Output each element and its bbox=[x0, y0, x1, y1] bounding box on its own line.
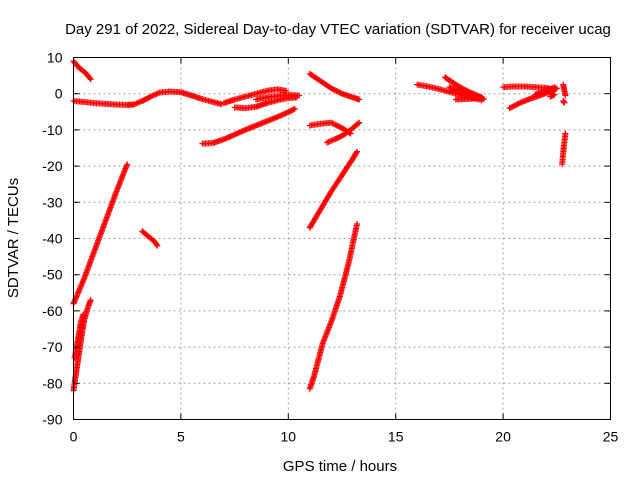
series-arc-6 bbox=[199, 105, 298, 147]
series-arc-10 bbox=[139, 228, 161, 249]
data-point-markers bbox=[231, 94, 300, 112]
series-arc-3 bbox=[220, 86, 290, 107]
series-arc-19 bbox=[452, 95, 485, 103]
y-tick-label: 10 bbox=[47, 50, 63, 66]
y-tick-label: 0 bbox=[55, 86, 63, 102]
series-arc-23 bbox=[547, 91, 558, 100]
x-tick-label: 0 bbox=[70, 429, 78, 445]
y-tick-label: -60 bbox=[42, 303, 62, 319]
series-arc-13 bbox=[323, 119, 363, 146]
series-arc-25 bbox=[560, 97, 568, 106]
data-point-markers bbox=[532, 84, 558, 98]
grid bbox=[73, 57, 611, 420]
x-tick-label: 10 bbox=[281, 429, 297, 445]
data-point-markers bbox=[547, 91, 558, 100]
data-point-markers bbox=[452, 95, 485, 103]
axis-ticks: 0 5 10 15 20 25 10 0 -10 -20 -30 -40 -50 -60 -70 -80 -90 bbox=[42, 50, 618, 445]
data-point-markers bbox=[253, 91, 303, 103]
y-tick-label: -40 bbox=[42, 231, 62, 247]
series-arc-11 bbox=[306, 70, 363, 103]
y-tick-label: -20 bbox=[42, 158, 62, 174]
x-tick-label: 5 bbox=[177, 429, 185, 445]
series-arc-5 bbox=[253, 91, 303, 103]
data-point-markers bbox=[139, 228, 161, 249]
x-axis-label: GPS time / hours bbox=[283, 458, 397, 475]
series-arc-4 bbox=[231, 94, 300, 112]
series-arc-22 bbox=[532, 84, 558, 98]
x-tick-label: 20 bbox=[495, 429, 511, 445]
data-point-markers bbox=[560, 81, 569, 99]
data-point-markers bbox=[199, 105, 298, 147]
y-tick-label: -80 bbox=[42, 375, 62, 391]
series-arc-26 bbox=[559, 130, 569, 168]
y-tick-label: -10 bbox=[42, 122, 62, 138]
data-point-markers bbox=[306, 221, 361, 392]
y-axis-label: SDTVAR / TECUs bbox=[5, 178, 22, 298]
data-point-markers bbox=[306, 148, 361, 231]
x-tick-label: 15 bbox=[388, 429, 404, 445]
y-tick-label: -30 bbox=[42, 194, 62, 210]
y-tick-label: -90 bbox=[42, 412, 62, 428]
series-arc-15 bbox=[306, 221, 361, 392]
chart-title: Day 291 of 2022, Sidereal Day-to-day VTE… bbox=[65, 21, 611, 38]
x-tick-label: 25 bbox=[603, 429, 619, 445]
data-point-markers bbox=[559, 130, 569, 168]
data-series bbox=[70, 58, 569, 394]
data-point-markers bbox=[306, 70, 363, 103]
data-point-markers bbox=[323, 119, 363, 146]
series-arc-14 bbox=[306, 148, 361, 231]
data-point-markers bbox=[560, 97, 568, 106]
y-tick-label: -50 bbox=[42, 267, 62, 283]
series-arc-24 bbox=[560, 81, 569, 99]
y-tick-label: -70 bbox=[42, 339, 62, 355]
data-point-markers bbox=[220, 86, 290, 107]
